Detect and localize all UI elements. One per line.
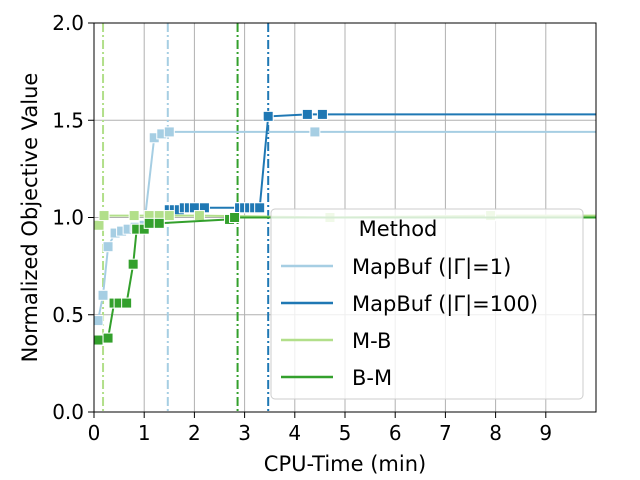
series-marker (102, 332, 114, 344)
y-tick-label: 1.5 (52, 108, 84, 132)
series-marker (163, 210, 175, 222)
series-marker (301, 108, 313, 120)
series-marker (92, 315, 104, 327)
legend-title: Method (359, 217, 438, 241)
series-marker (153, 217, 165, 229)
series-marker (121, 297, 133, 309)
series-marker (316, 108, 328, 120)
legend-entries: MapBuf (|Γ|=1) MapBuf (|Γ|=100) M-B B-M (281, 255, 538, 390)
series-group (163, 108, 596, 216)
series-marker (229, 212, 241, 223)
legend-label: MapBuf (|Γ|=100) (352, 292, 538, 317)
series-line (97, 130, 596, 321)
series-line (169, 113, 596, 211)
y-tick-label: 2.0 (52, 11, 84, 35)
series-marker (163, 126, 175, 138)
x-tick-label: 6 (389, 421, 402, 445)
series-marker (98, 210, 110, 222)
x-axis-label: CPU-Time (min) (264, 452, 426, 476)
legend: Method MapBuf (|Γ|=1) MapBuf (|Γ|=100) M-B… (270, 208, 584, 400)
x-tick-label: 0 (88, 421, 101, 445)
series-marker (102, 241, 114, 253)
series-marker (309, 126, 321, 138)
legend-box (270, 208, 584, 400)
x-tick-label: 8 (489, 421, 502, 445)
legend-label: M-B (352, 329, 391, 353)
y-axis-label: Normalized Objective Value (18, 73, 42, 363)
legend-label: MapBuf (|Γ|=1) (352, 255, 511, 280)
x-tick-label: 5 (339, 421, 352, 445)
series-group (92, 212, 596, 346)
series-marker (127, 258, 139, 270)
series-marker (97, 289, 109, 301)
x-tick-label: 2 (188, 421, 201, 445)
x-tick-label: 1 (138, 421, 151, 445)
x-tick-label: 4 (288, 421, 301, 445)
ticks: 0 1 2 3 4 5 6 7 8 9 0.0 0.5 1.0 1.5 2.0 (52, 11, 552, 445)
series-marker (143, 217, 155, 229)
series-marker (128, 210, 140, 222)
series-marker (193, 210, 205, 222)
series-marker (254, 202, 266, 214)
y-tick-label: 1.0 (52, 206, 84, 230)
series-marker (93, 219, 105, 231)
y-tick-label: 0.5 (52, 303, 84, 327)
series-marker (92, 334, 104, 346)
x-tick-label: 9 (539, 421, 552, 445)
x-tick-label: 7 (439, 421, 452, 445)
legend-label: B-M (352, 366, 392, 390)
series (92, 108, 596, 346)
x-tick-label: 3 (238, 421, 251, 445)
series-marker (262, 110, 274, 122)
y-tick-label: 0.0 (52, 400, 84, 424)
